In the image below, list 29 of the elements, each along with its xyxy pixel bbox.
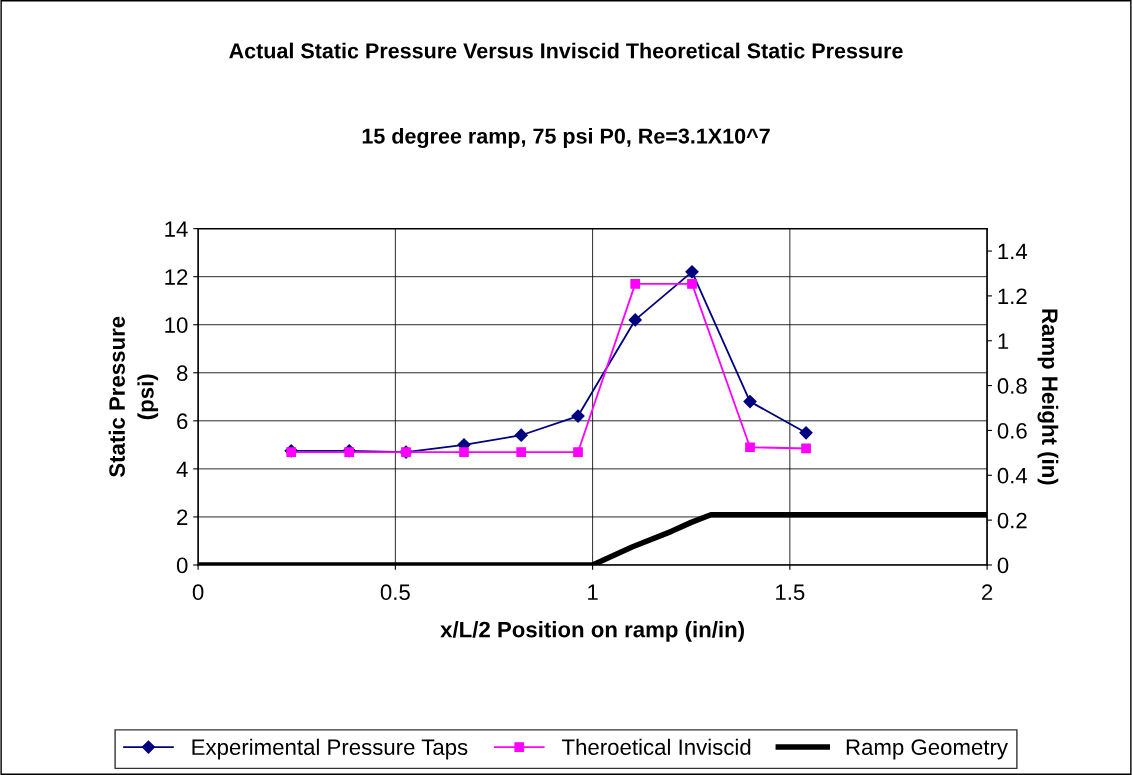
y-tick-label: 2 [177,509,188,525]
y-tick-label: 6 [177,413,188,430]
chart-title: Actual Static Pressure Versus Inviscid Theoretical Static Pressure [229,42,903,59]
y-tick-label: 8 [176,365,188,382]
x-tick-label: 0.5 [380,584,410,601]
y-tick-label: 0 [176,557,188,574]
legend-label: Ramp Geometry [846,739,1008,760]
y2-tick-label: 0.2 [997,512,1027,529]
y2-axis-title: Ramp Height (in) [1037,309,1059,485]
y2-tick-label: 0 [997,557,1009,574]
legend-label: Experimental Pressure Taps [192,738,468,760]
y2-tick-label: 0.6 [997,422,1027,439]
x-tick-label: 2 [982,584,993,600]
chart-subtitle: 15 degree ramp, 75 psi P0, Re=3.1X10^7 [362,127,770,149]
y2-tick-label: 1.4 [998,243,1028,260]
x-tick-label: 1 [588,584,598,600]
y2-tick-label: 0.4 [997,467,1028,484]
x-tick-label: 0 [192,584,204,601]
x-tick-label: 1.5 [776,584,805,601]
legend-label: Theroetical Inviscid [561,738,751,756]
y-tick-label: 12 [165,269,188,285]
x-axis-title: x/L/2 Position on ramp (in/in) [440,621,744,642]
y2-tick-label: 0.8 [997,378,1027,394]
y2-tick-label: 1 [998,333,1009,349]
y2-tick-label: 1.2 [998,288,1027,304]
y-tick-label: 10 [165,317,188,333]
y-axis-title: Static Pressure (psi) [108,316,159,478]
y-tick-label: 14 [165,221,188,237]
y-tick-label: 4 [176,461,188,477]
